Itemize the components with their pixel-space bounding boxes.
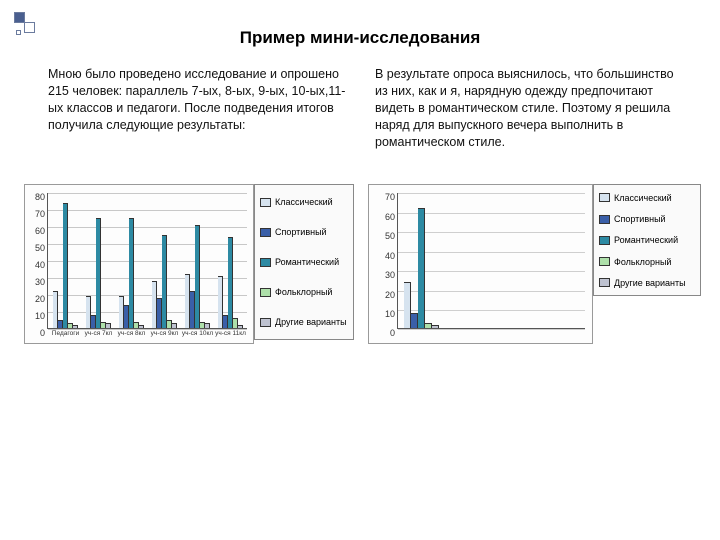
legend-item: Спортивный	[599, 214, 694, 224]
page-title: Пример мини-исследования	[0, 0, 720, 48]
legend-label: Романтический	[614, 235, 678, 245]
bar	[162, 235, 167, 329]
bar-group	[152, 235, 177, 329]
bar-group	[404, 208, 439, 328]
bar	[106, 323, 111, 328]
legend-label: Классический	[275, 197, 333, 207]
legend-label: Спортивный	[275, 227, 327, 237]
legend-label: Романтический	[275, 257, 339, 267]
bar	[411, 313, 418, 329]
legend-label: Спортивный	[614, 214, 666, 224]
y-tick: 20	[385, 290, 395, 300]
bar-group	[119, 218, 144, 329]
bar	[404, 282, 411, 329]
legend-item: Романтический	[260, 257, 347, 267]
paragraph-right: В результате опроса выяснилось, что боль…	[375, 66, 684, 150]
bar	[195, 225, 200, 329]
x-label: уч-ся 9кл	[151, 330, 179, 337]
legend-swatch	[599, 278, 610, 287]
chart-2: 0 10 20 30 40 50 60 70	[368, 184, 593, 344]
bar	[63, 203, 68, 329]
bar-group	[218, 237, 243, 329]
y-tick: 10	[35, 311, 45, 321]
y-tick: 40	[35, 260, 45, 270]
y-tick: 50	[35, 243, 45, 253]
y-tick: 40	[385, 251, 395, 261]
legend-item: Фольклорный	[599, 257, 694, 267]
bar	[425, 323, 432, 329]
y-tick: 0	[40, 328, 45, 338]
legend-swatch	[599, 236, 610, 245]
legend-label: Фольклорный	[275, 287, 332, 297]
y-tick: 70	[35, 209, 45, 219]
y-tick: 30	[385, 270, 395, 280]
legend-item: Романтический	[599, 235, 694, 245]
chart-1: 0 10 20 30 40 50 60 70 80 Педагоги уч-ся 7кл уч-ся …	[24, 184, 254, 344]
x-label: уч-ся 10кл	[182, 330, 213, 337]
y-tick: 70	[385, 192, 395, 202]
legend-label: Другие варианты	[614, 278, 686, 288]
bar	[73, 325, 78, 328]
y-tick: 50	[385, 231, 395, 241]
text-columns: Мною было проведено исследование и опрош…	[0, 48, 720, 150]
legend-swatch	[260, 228, 271, 237]
chart-1-legend: Классический Спортивный Романтический Фольк…	[254, 184, 354, 340]
legend-swatch	[599, 193, 610, 202]
legend-item: Классический	[260, 197, 347, 207]
bar-group	[86, 218, 111, 329]
legend-item: Классический	[599, 193, 694, 203]
chart-2-legend: Классический Спортивный Романтический Фольк…	[593, 184, 701, 296]
legend-swatch	[260, 318, 271, 327]
legend-swatch	[599, 215, 610, 224]
x-label: уч-ся 8кл	[118, 330, 146, 337]
bar	[139, 325, 144, 328]
legend-label: Фольклорный	[614, 257, 671, 267]
bar	[96, 218, 101, 329]
legend-swatch	[599, 257, 610, 266]
x-label: уч-ся 11кл	[215, 330, 246, 337]
chart-1-wrap: 0 10 20 30 40 50 60 70 80 Педагоги уч-ся 7кл уч-ся …	[24, 184, 354, 344]
y-tick: 30	[35, 277, 45, 287]
y-tick: 60	[385, 212, 395, 222]
legend-item: Фольклорный	[260, 287, 347, 297]
corner-bullets	[14, 12, 38, 36]
y-tick: 10	[385, 309, 395, 319]
legend-item: Другие варианты	[260, 317, 347, 327]
charts-row: 0 10 20 30 40 50 60 70 80 Педагоги уч-ся 7кл уч-ся …	[0, 150, 720, 344]
bar	[228, 237, 233, 329]
legend-swatch	[260, 288, 271, 297]
bar	[205, 323, 210, 328]
legend-label: Другие варианты	[275, 317, 347, 327]
x-label: уч-ся 7кл	[85, 330, 113, 337]
legend-item: Другие варианты	[599, 278, 694, 288]
legend-swatch	[260, 198, 271, 207]
legend-item: Спортивный	[260, 227, 347, 237]
bar-group	[53, 203, 78, 329]
bar-group	[185, 225, 210, 329]
bar	[129, 218, 134, 329]
legend-label: Классический	[614, 193, 672, 203]
chart-2-wrap: 0 10 20 30 40 50 60 70 Классический Спортивный Ро…	[368, 184, 701, 344]
bar	[432, 325, 439, 329]
legend-swatch	[260, 258, 271, 267]
paragraph-left: Мною было проведено исследование и опрош…	[48, 66, 357, 150]
y-tick: 0	[390, 328, 395, 338]
y-tick: 20	[35, 294, 45, 304]
bar	[238, 325, 243, 328]
y-tick: 80	[35, 192, 45, 202]
y-tick: 60	[35, 226, 45, 236]
bar	[172, 323, 177, 328]
bar	[418, 208, 425, 328]
x-label: Педагоги	[52, 330, 79, 337]
